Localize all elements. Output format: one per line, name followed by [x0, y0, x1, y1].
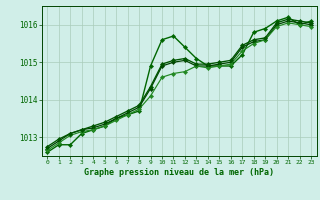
X-axis label: Graphe pression niveau de la mer (hPa): Graphe pression niveau de la mer (hPa): [84, 168, 274, 177]
